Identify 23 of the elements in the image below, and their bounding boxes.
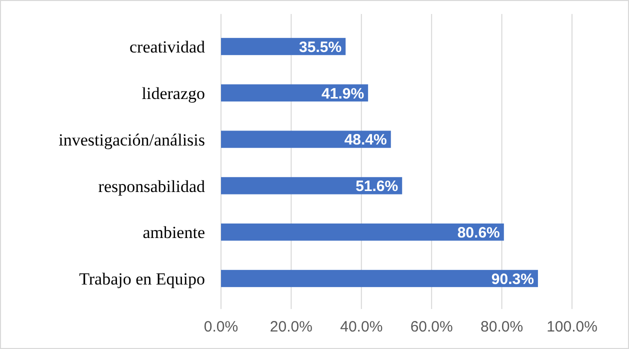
- bar: [221, 224, 504, 241]
- bar: [221, 84, 368, 102]
- x-tick-label: 40.0%: [340, 318, 383, 336]
- y-tick-label: Trabajo en Equipo: [79, 270, 205, 289]
- x-tick-label: 80.0%: [480, 318, 524, 336]
- bar: [221, 270, 538, 288]
- data-label: 35.5%: [299, 38, 342, 56]
- data-label: 80.6%: [457, 224, 500, 242]
- data-label: 51.6%: [356, 178, 398, 196]
- y-tick-label: investigación/análisis: [58, 130, 205, 150]
- x-tick-label: 20.0%: [270, 318, 312, 336]
- x-tick-label: 100.0%: [546, 318, 598, 336]
- x-tick-label: 60.0%: [410, 318, 453, 336]
- data-label: 48.4%: [344, 132, 387, 149]
- bar: [221, 130, 391, 148]
- y-tick-label: responsabilidad: [98, 176, 206, 196]
- y-tick-label: ambiente: [142, 223, 205, 242]
- x-tick-label: 0.0%: [204, 318, 238, 336]
- y-tick-label: creatividad: [129, 38, 206, 57]
- data-label: 90.3%: [491, 270, 534, 288]
- data-label: 41.9%: [322, 85, 364, 102]
- y-tick-label: liderazgo: [142, 84, 205, 104]
- bar: [221, 177, 402, 194]
